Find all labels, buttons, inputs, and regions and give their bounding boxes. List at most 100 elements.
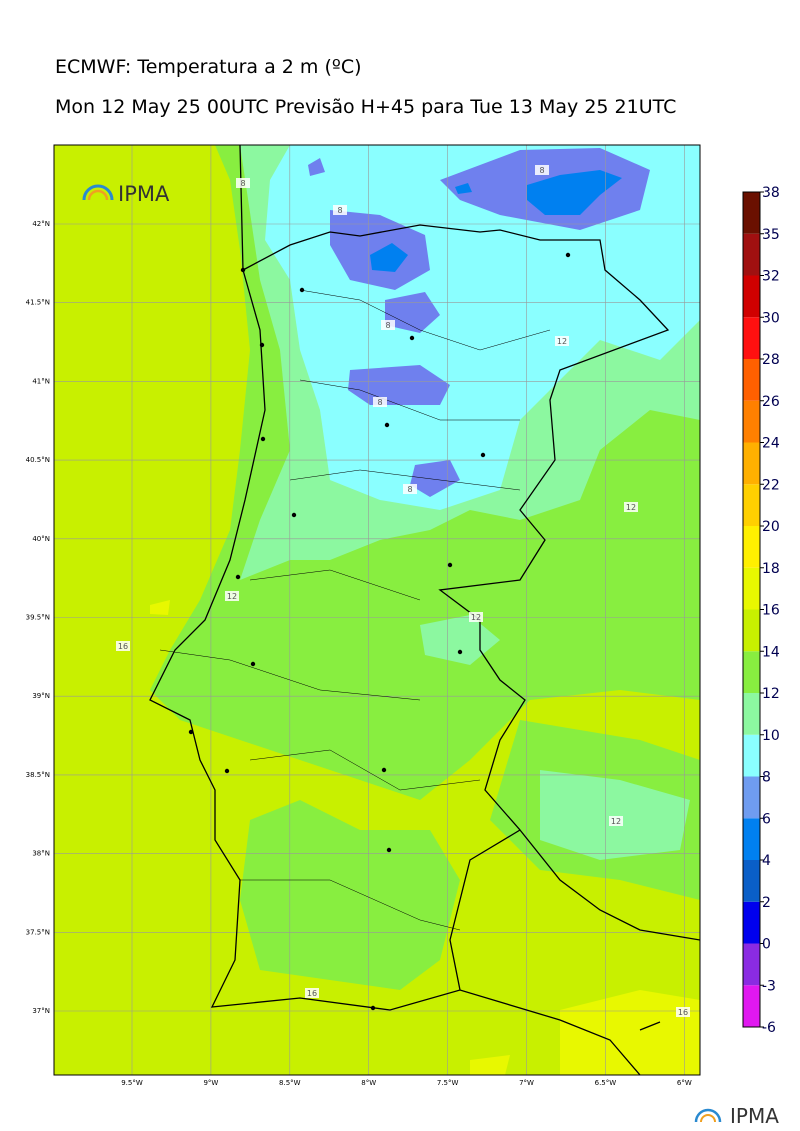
lon-label: 9.5°W: [121, 1079, 143, 1087]
contour-label: 16: [307, 989, 317, 998]
colorbar-segment: [743, 943, 760, 986]
contour-label: 12: [611, 817, 621, 826]
lat-label: 41°N: [32, 377, 50, 385]
field-4-6: [370, 170, 622, 272]
lat-label: 40°N: [32, 535, 50, 543]
lat-label: 41.5°N: [26, 299, 50, 307]
colorbar-segment: [743, 693, 760, 735]
city-dot: [447, 562, 453, 568]
lon-label: 8.5°W: [279, 1079, 301, 1087]
colorbar-label: 18: [762, 561, 780, 577]
field-6-8: [308, 148, 650, 497]
colorbar-label: 20: [762, 519, 780, 535]
colorbar-label: 38: [762, 185, 780, 201]
contour-label: 8: [377, 398, 382, 407]
colorbar-label: 10: [762, 728, 780, 744]
colorbar-segment: [743, 317, 760, 359]
contour-label-box: [333, 205, 347, 215]
colorbar-segment: [743, 275, 760, 318]
colorbar-segment: [743, 400, 760, 443]
contour-label-box: [609, 816, 623, 826]
city-dot: [386, 847, 392, 853]
logo: IPMA: [82, 182, 170, 206]
lat-label: 38.5°N: [26, 771, 50, 779]
colorbar-label: 12: [762, 686, 780, 702]
contour-label-box: [116, 641, 130, 651]
contour-label: 16: [678, 1008, 688, 1017]
coastline-border: [149, 145, 700, 1075]
colorbar-segment: [743, 734, 760, 777]
contour-label: 8: [407, 485, 412, 494]
contour-label-box: [373, 397, 387, 407]
contour-label-box: [381, 320, 395, 330]
colorbar-label: 14: [762, 644, 780, 660]
contour-label-box: [555, 336, 569, 346]
lon-label: 6.5°W: [595, 1079, 617, 1087]
colorbar-segment: [743, 818, 760, 860]
colorbar-segment: [743, 526, 760, 568]
city-dot: [299, 287, 305, 293]
lon-label: 9°W: [203, 1079, 218, 1087]
colorbar-label: 24: [762, 436, 780, 452]
city-dot: [260, 436, 266, 442]
city-dot: [240, 267, 246, 273]
city-dot: [291, 512, 297, 518]
map-title: ECMWF: Temperatura a 2 m (ºC): [55, 56, 362, 78]
footer-logo: IPMA: [694, 1104, 779, 1128]
colorbar-segment: [743, 233, 760, 276]
temperature-field: 8 8 8 8 8 8 12 12 12 12 12 16 16 16: [54, 145, 700, 1075]
contour-label-box: [676, 1007, 690, 1017]
footer-logo-text: IPMA: [730, 1104, 779, 1128]
colorbar-segment: [743, 985, 760, 1027]
contour-label: 16: [118, 642, 128, 651]
lon-label: 7°W: [519, 1079, 534, 1087]
district-borders: [159, 289, 551, 931]
colorbar-label: 16: [762, 603, 780, 619]
lat-label: 38°N: [32, 850, 50, 858]
city-dot: [259, 342, 265, 348]
lat-label: 42°N: [32, 220, 50, 228]
contour-label-box: [225, 591, 239, 601]
lat-label: 37.5°N: [26, 928, 50, 936]
lat-label: 40.5°N: [26, 456, 50, 464]
lat-label: 39°N: [32, 692, 50, 700]
city-dot: [384, 422, 390, 428]
city-dot: [370, 1005, 376, 1011]
colorbar-label: -3: [762, 978, 776, 994]
lat-label: 37°N: [32, 1007, 50, 1015]
colorbar-segment: [743, 192, 760, 234]
city-dot: [235, 574, 241, 580]
contour-label: 12: [557, 337, 567, 346]
lon-label: 7.5°W: [437, 1079, 459, 1087]
colorbar-segment: [743, 651, 760, 693]
contour-label: 12: [471, 613, 481, 622]
colorbar-label: 32: [762, 269, 780, 285]
map-subtitle: Mon 12 May 25 00UTC Previsão H+45 para T…: [55, 96, 677, 118]
colorbar-segment: [743, 609, 760, 652]
colorbar-label: 2: [762, 895, 771, 911]
contour-label: 8: [240, 179, 245, 188]
cities: [188, 252, 571, 1011]
graticule: [54, 145, 700, 1075]
city-dot: [250, 661, 256, 667]
colorbar-label: 8: [762, 770, 771, 786]
colorbar-segment: [743, 359, 760, 401]
colorbar-label: 35: [762, 227, 780, 243]
logo-text: IPMA: [118, 182, 170, 206]
contour-label-box: [535, 165, 549, 175]
colorbar-label: 22: [762, 477, 780, 493]
colorbar-segment: [743, 484, 760, 526]
colorbar-segment: [743, 901, 760, 944]
contour-labels: 8 8 8 8 8 8 12 12 12 12 12 16 16 16: [116, 165, 690, 1017]
colorbar-label: 4: [762, 853, 771, 869]
map-frame: [53, 144, 701, 1076]
contour-label: 8: [385, 321, 390, 330]
city-dot: [457, 649, 463, 655]
lon-label: 8°W: [361, 1079, 376, 1087]
lon-label: 6°W: [677, 1079, 692, 1087]
colorbar-segment: [743, 776, 760, 819]
colorbar-label: 30: [762, 310, 780, 326]
